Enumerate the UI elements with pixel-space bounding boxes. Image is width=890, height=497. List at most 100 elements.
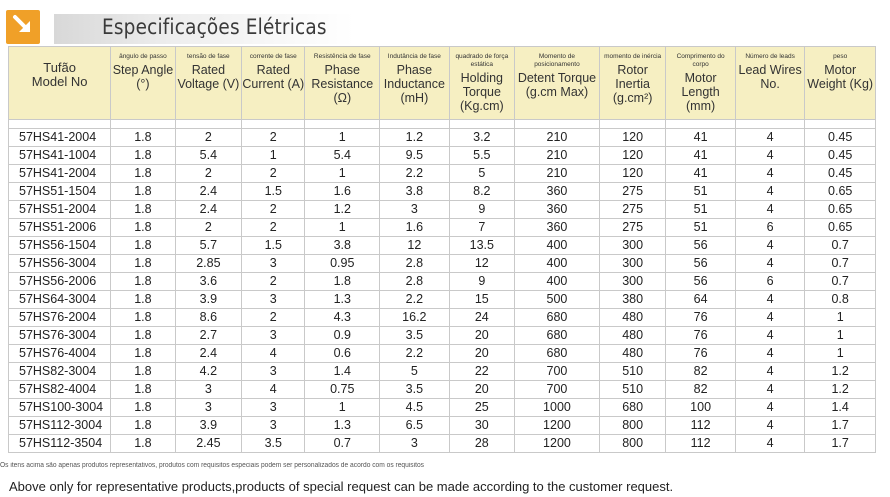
column-header: Momento de posicionamento Detent Torque (… — [514, 46, 600, 120]
table-cell: 1.8 — [110, 254, 176, 273]
table-cell: 4 — [734, 326, 806, 345]
table-cell: 1.8 — [110, 128, 176, 147]
table-cell: 9 — [448, 200, 516, 219]
column-header-pt: tensão de fase — [187, 53, 230, 60]
spacer-cell — [7, 119, 112, 129]
table-cell: 9 — [448, 272, 516, 291]
table-cell: 275 — [598, 218, 667, 237]
table-cell: 680 — [514, 326, 600, 345]
table-cell: 0.8 — [804, 290, 876, 309]
table-cell: 2.4 — [174, 182, 243, 201]
table-cell: 4 — [241, 344, 306, 363]
model-cell: 57HS76-3004 — [7, 326, 112, 345]
table-cell: 3 — [174, 398, 243, 417]
table-cell: 7 — [448, 218, 516, 237]
table-cell: 1 — [304, 128, 381, 147]
table-row: 57HS76-4004 1.8 2.4 4 0.6 2.2 20 680 480 76 4 1 — [7, 344, 876, 363]
column-header: momento de inércia Rotor Inertia (g.cm²) — [598, 46, 667, 120]
table-cell: 13.5 — [448, 236, 516, 255]
note-english: Above only for representative products,p… — [9, 479, 674, 494]
model-cell: 57HS51-2004 — [7, 200, 112, 219]
table-cell: 210 — [514, 146, 600, 165]
table-cell: 30 — [448, 416, 516, 435]
table-row: 57HS64-3004 1.8 3.9 3 1.3 2.2 15 500 380 64 4 0.8 — [7, 290, 876, 309]
table-cell: 3.8 — [304, 236, 381, 255]
table-cell: 41 — [665, 164, 736, 183]
table-row: 57HS82-3004 1.8 4.2 3 1.4 5 22 700 510 82 4 1.2 — [7, 362, 876, 381]
table-cell: 800 — [598, 434, 667, 453]
table-cell: 2.8 — [379, 254, 450, 273]
table-cell: 210 — [514, 164, 600, 183]
table-cell: 0.45 — [804, 164, 876, 183]
table-cell: 3 — [241, 416, 306, 435]
table-cell: 0.45 — [804, 146, 876, 165]
model-cell: 57HS82-3004 — [7, 362, 112, 381]
table-cell: 3 — [241, 326, 306, 345]
model-cell: 57HS56-3004 — [7, 254, 112, 273]
column-header: ângulo de passo Step Angle (°) — [110, 46, 176, 120]
table-cell: 1.3 — [304, 290, 381, 309]
column-header-pt: Resistência de fase — [313, 53, 371, 60]
table-cell: 56 — [665, 236, 736, 255]
table-cell: 3.2 — [448, 128, 516, 147]
table-cell: 4.3 — [304, 308, 381, 327]
spacer-cell — [448, 119, 516, 129]
table-cell: 76 — [665, 326, 736, 345]
table-cell: 64 — [665, 290, 736, 309]
table-cell: 9.5 — [379, 146, 450, 165]
column-header-en: Motor Length (mm) — [681, 71, 720, 113]
table-cell: 2.7 — [174, 326, 243, 345]
table-row: 57HS76-3004 1.8 2.7 3 0.9 3.5 20 680 480 76 4 1 — [7, 326, 876, 345]
table-cell: 1.8 — [110, 182, 176, 201]
column-header: Número de leads Lead Wires No. — [734, 46, 806, 120]
table-cell: 1 — [804, 344, 876, 363]
table-cell: 4 — [734, 416, 806, 435]
table-cell: 360 — [514, 182, 600, 201]
table-cell: 1.8 — [304, 272, 381, 291]
table-cell: 51 — [665, 182, 736, 201]
table-cell: 1200 — [514, 434, 600, 453]
table-cell: 5.5 — [448, 146, 516, 165]
table-cell: 1.8 — [110, 290, 176, 309]
model-cell: 57HS51-2006 — [7, 218, 112, 237]
table-cell: 1.2 — [804, 380, 876, 399]
table-cell: 3.8 — [379, 182, 450, 201]
table-cell: 4 — [241, 380, 306, 399]
table-cell: 300 — [598, 272, 667, 291]
table-cell: 510 — [598, 362, 667, 381]
table-cell: 1.8 — [110, 398, 176, 417]
table-cell: 51 — [665, 218, 736, 237]
table-cell: 3.5 — [241, 434, 306, 453]
table-cell: 76 — [665, 308, 736, 327]
column-header: quadrado de força estática Holding Torque… — [448, 46, 516, 120]
spacer-cell — [304, 119, 381, 129]
table-cell: 275 — [598, 182, 667, 201]
table-cell: 4 — [734, 146, 806, 165]
table-cell: 2 — [174, 218, 243, 237]
table-cell: 1.8 — [110, 146, 176, 165]
table-cell: 400 — [514, 236, 600, 255]
table-cell: 5.4 — [304, 146, 381, 165]
table-cell: 4 — [734, 344, 806, 363]
table-cell: 1.6 — [304, 182, 381, 201]
table-cell: 41 — [665, 128, 736, 147]
table-cell: 680 — [514, 308, 600, 327]
table-cell: 0.7 — [804, 254, 876, 273]
table-cell: 5 — [448, 164, 516, 183]
table-cell: 1200 — [514, 416, 600, 435]
table-cell: 1.8 — [110, 200, 176, 219]
table-cell: 1.8 — [110, 272, 176, 291]
table-cell: 300 — [598, 254, 667, 273]
table-row: 57HS56-1504 1.8 5.7 1.5 3.8 12 13.5 400 300 56 4 0.… — [7, 236, 876, 255]
table-cell: 2 — [174, 164, 243, 183]
table-row: 57HS41-2004 1.8 2 2 1 1.2 3.2 210 120 41 4 0.45 — [7, 128, 876, 147]
column-header-en: Rated Voltage (V) — [177, 63, 240, 91]
table-cell: 1.4 — [804, 398, 876, 417]
table-cell: 1.7 — [804, 416, 876, 435]
table-cell: 2 — [241, 164, 306, 183]
table-cell: 2 — [241, 200, 306, 219]
table-cell: 3 — [241, 254, 306, 273]
table-cell: 5 — [379, 362, 450, 381]
table-cell: 100 — [665, 398, 736, 417]
table-row: 57HS41-1004 1.8 5.4 1 5.4 9.5 5.5 210 120 41 4 0.45 — [7, 146, 876, 165]
